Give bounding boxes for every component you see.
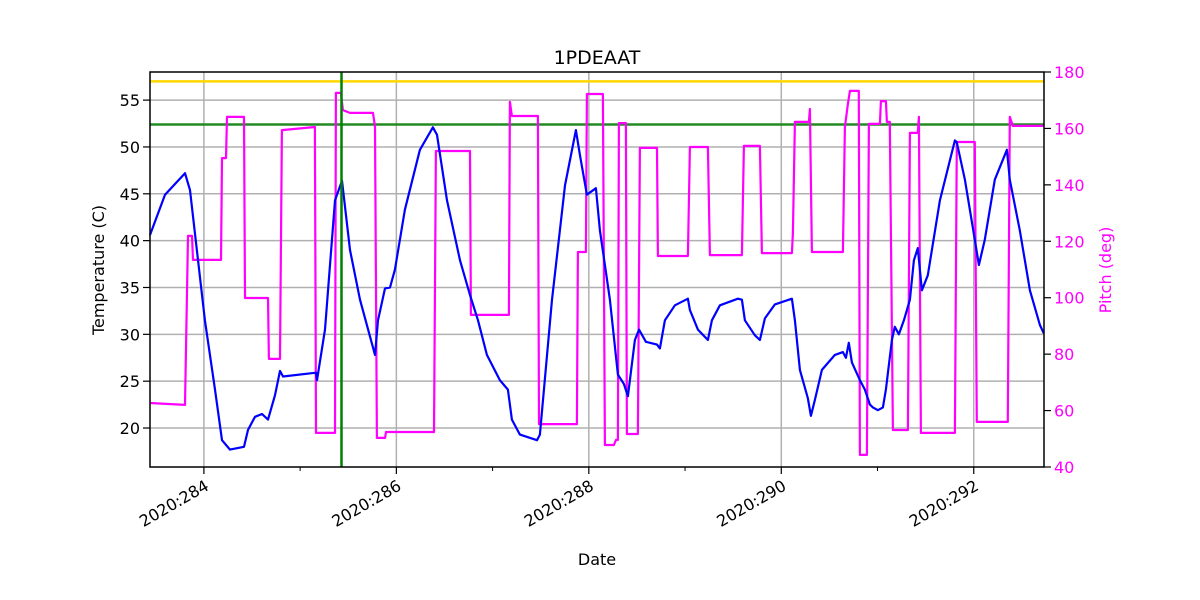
y-tick-label: 55: [120, 91, 140, 110]
y2-tick-label: 80: [1054, 345, 1074, 364]
y-tick-label: 20: [120, 419, 140, 438]
y2-tick-label: 40: [1054, 458, 1074, 477]
y2-tick-label: 60: [1054, 402, 1074, 421]
y-axis-label: Temperature (C): [89, 205, 108, 336]
y2-axis-label: Pitch (deg): [1096, 227, 1115, 314]
y-tick-label: 30: [120, 325, 140, 344]
y-tick-label: 50: [120, 138, 140, 157]
reference-lines: [150, 80, 1044, 126]
x-tick-label: 2020:292: [906, 476, 982, 531]
x-tick-label: 2020:288: [521, 476, 597, 531]
y-tick-label: 25: [120, 372, 140, 391]
x-axis-label: Date: [578, 550, 616, 569]
y2-tick-label: 100: [1054, 289, 1085, 308]
series-group: [148, 72, 1045, 467]
y2-tick-label: 180: [1054, 63, 1085, 82]
y2-tick-label: 120: [1054, 232, 1085, 251]
y-tick-label: 35: [120, 278, 140, 297]
x-tick-label: 2020:284: [136, 476, 212, 531]
chart-title: 1PDEAAT: [554, 47, 641, 69]
x-tick-label: 2020:286: [328, 476, 404, 531]
pitch-series-line: [149, 89, 1044, 456]
x-tick-label: 2020:290: [713, 476, 789, 531]
y-tick-label: 45: [120, 185, 140, 204]
temperature-series-line: [148, 126, 1045, 451]
plot-frame: [149, 71, 1045, 468]
y2-tick-label: 140: [1054, 176, 1085, 195]
y-tick-label: 40: [120, 232, 140, 251]
grid: [150, 72, 1044, 467]
y2-tick-label: 160: [1054, 119, 1085, 138]
